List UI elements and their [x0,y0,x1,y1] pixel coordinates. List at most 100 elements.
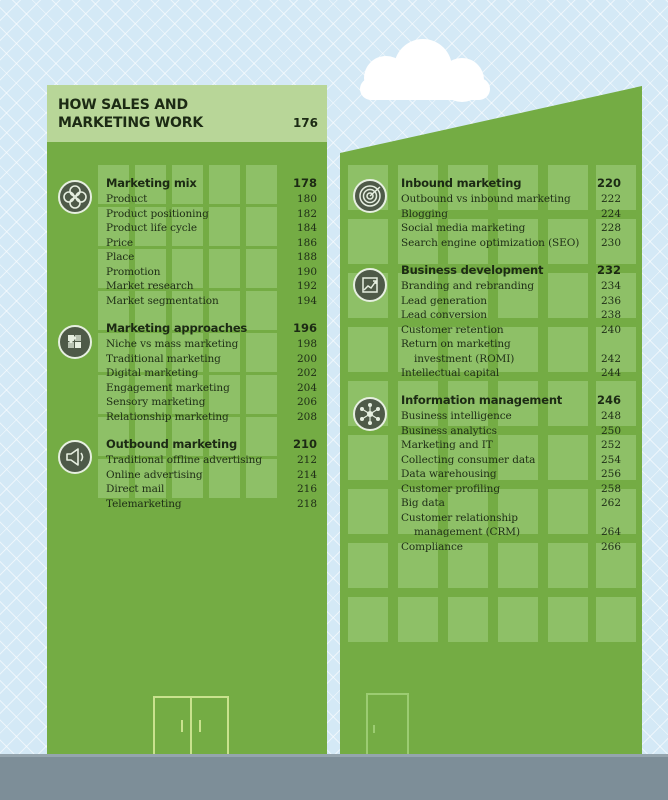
window-pane [348,327,388,372]
toc-entry-title: Intellectual capital [401,367,500,379]
toc-entry: management (CRM) 264 [401,525,621,540]
growth-chart-icon [353,268,387,302]
section-page-number: 220 [596,176,621,190]
toc-entry-page: 188 [296,251,317,263]
toc-entry-page: 228 [600,222,621,234]
window-pane [209,375,240,414]
window-pane [98,375,129,414]
toc-entry-title: Traditional marketing [106,352,221,365]
toc-entry: Digital marketing 202 [106,366,317,381]
right-building [340,86,642,756]
building-single-door [366,693,409,756]
toc-entry-page: 248 [600,410,621,422]
window-pane [596,165,636,210]
window-pane [246,333,277,372]
toc-entry-title: Traditional offline advertising [106,454,262,466]
toc-entry-page: 264 [600,526,621,538]
toc-entry-title: Data warehousing [401,468,497,480]
toc-entry: Traditional offline advertising 212 [106,453,317,468]
window-pane [209,165,240,204]
toc-entry-title: investment (ROMI) [414,352,515,365]
window-pane [209,417,240,456]
window-pane [498,597,538,642]
toc-entry-page: 180 [296,193,317,205]
window-pane [246,249,277,288]
section-heading: Inbound marketing [401,176,522,190]
toc-entry-title: Market segmentation [106,294,219,307]
toc-entry: Collecting consumer data 254 [401,453,621,468]
toc-entry-title: Direct mail [106,483,165,495]
toc-entry: Telemarketing 218 [106,497,317,512]
toc-entry-title: Search engine optimization (SEO) [401,236,580,249]
toc-entry-title: Online advertising [106,468,203,481]
window-pane [246,165,277,204]
toc-entry-title: Business analytics [401,424,497,437]
toc-entry-page: 212 [296,454,317,466]
toc-entry-page: 234 [600,280,621,292]
toc-entry-title: Product positioning [106,207,209,220]
window-pane [98,333,129,372]
toc-entry: Customer relationship [401,511,621,526]
window-pane [398,543,438,588]
toc-entry-title: Business intelligence [401,410,512,422]
window-pane [448,435,488,480]
megaphone-icon [58,440,92,474]
window-pane [448,219,488,264]
toc-entry-title: Social media marketing [401,222,526,234]
window-pane [348,597,388,642]
window-pane [498,273,538,318]
toc-entry-title: Digital marketing [106,367,199,379]
toc-entry-page: 266 [600,540,621,553]
window-pane [548,543,588,588]
window-pane [596,543,636,588]
toc-entry-page: 206 [296,396,317,408]
window-pane [246,375,277,414]
toc-entry: Product 180 [106,192,317,207]
toc-entry: Blogging 224 [401,207,621,222]
toc-entry: investment (ROMI) 242 [401,352,621,367]
window-pane [98,165,129,204]
part-header-banner: HOW SALES AND MARKETING WORK 176 [47,85,327,142]
section-heading: Information management [401,393,563,407]
toc-entry: Engagement marketing 204 [106,381,317,396]
building-double-door [153,696,229,756]
window-pane [448,327,488,372]
window-pane [135,249,166,288]
section-heading: Outbound marketing [106,437,238,451]
window-pane [498,381,538,426]
toc-entry-title: Return on marketing [401,338,511,350]
toc-entry-page: 256 [600,468,621,480]
toc-entry-page: 244 [600,367,621,379]
window-pane [498,543,538,588]
toc-entry: Business intelligence 248 [401,409,621,424]
section-heading: Marketing approaches [106,321,248,335]
window-pane [98,459,129,498]
toc-entry: Product life cycle 184 [106,221,317,236]
section-page-number: 210 [292,437,317,451]
window-pane [348,435,388,480]
toc-entry-title: Collecting consumer data [401,453,536,466]
toc-entry: Big data 262 [401,496,621,511]
toc-entry-page: 194 [296,294,317,307]
window-pane [246,459,277,498]
toc-entry-title: Customer retention [401,323,504,336]
toc-entry-page: 258 [600,482,621,495]
toc-entry-title: Engagement marketing [106,381,230,394]
window-pane [172,417,203,456]
toc-entry-title: Outbound vs inbound marketing [401,193,571,205]
window-pane [548,165,588,210]
toc-entry-page: 182 [296,207,317,220]
window-pane [398,327,438,372]
window-pane [548,597,588,642]
toc-entry: Data warehousing 256 [401,467,621,482]
section-page-number: 196 [292,321,317,335]
window-pane [596,273,636,318]
window-pane [596,597,636,642]
toc-entry: Price 186 [106,236,317,251]
window-pane [98,249,129,288]
part-page-number: 176 [292,116,318,130]
window-pane [209,249,240,288]
toc-entry-page: 186 [296,236,317,249]
toc-entry: Intellectual capital 244 [401,366,621,381]
